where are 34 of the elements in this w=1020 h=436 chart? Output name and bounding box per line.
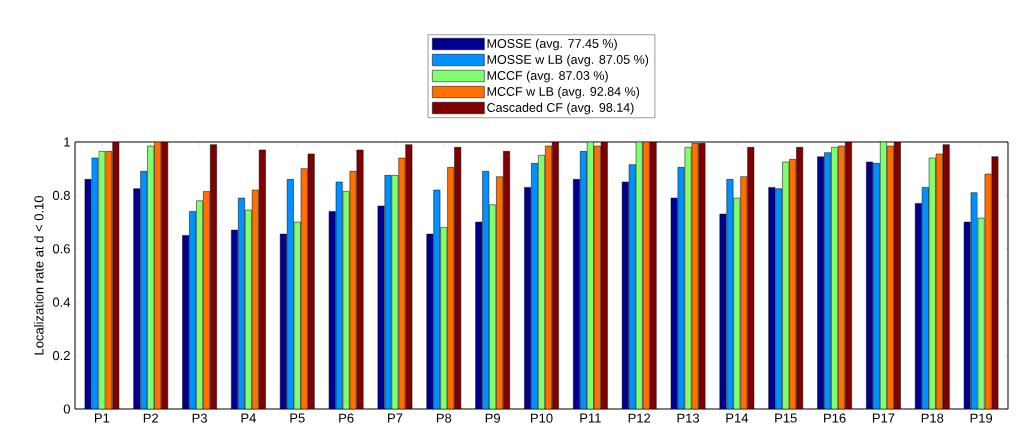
- y-tick-label: 0.6: [52, 244, 70, 254]
- bar: [356, 149, 364, 409]
- legend-label: Cascaded CF (avg. 98.14): [487, 102, 634, 115]
- x-tick-label: P16: [824, 413, 846, 423]
- x-tick-label: P9: [485, 413, 500, 423]
- legend-label: MCCF (avg. 87.03 %): [487, 70, 608, 83]
- y-tick-label: 1: [64, 137, 70, 147]
- x-tick-label: P6: [339, 413, 354, 423]
- x-tick-label: P13: [677, 413, 700, 423]
- x-tick-label: P3: [192, 413, 207, 423]
- y-tick-label: 0.2: [52, 350, 70, 361]
- x-tick-label: P4: [241, 413, 256, 423]
- x-tick-label: P2: [143, 413, 159, 423]
- x-tick-label: P10: [531, 413, 553, 423]
- y-tick-label: 0: [63, 404, 70, 414]
- y-tick-label: 0.4: [52, 297, 71, 307]
- bar: [719, 213, 727, 409]
- x-tick-label: P15: [775, 413, 797, 423]
- legend-label: MOSSE (avg. 77.45 %): [487, 38, 617, 51]
- x-tick-label: P14: [726, 413, 749, 423]
- x-tick-label: P1: [95, 413, 110, 423]
- x-tick-label: P7: [388, 413, 403, 423]
- bar: [84, 179, 92, 409]
- legend-label: MCCF w LB (avg. 92.84 %): [487, 86, 640, 99]
- x-tick-label: P11: [580, 413, 601, 423]
- x-tick-label: P19: [970, 413, 993, 423]
- x-tick-label: P18: [921, 413, 944, 423]
- y-axis-title: Localization rate at d < 0.10: [33, 195, 44, 355]
- x-tick-label: P8: [436, 413, 452, 423]
- x-tick-label: P17: [872, 413, 895, 423]
- x-tick-label: P5: [290, 413, 305, 423]
- legend-label: MOSSE w LB (avg. 87.05 %): [487, 54, 649, 67]
- y-tick-label: 0.8: [52, 190, 70, 200]
- x-tick-label: P12: [628, 413, 651, 423]
